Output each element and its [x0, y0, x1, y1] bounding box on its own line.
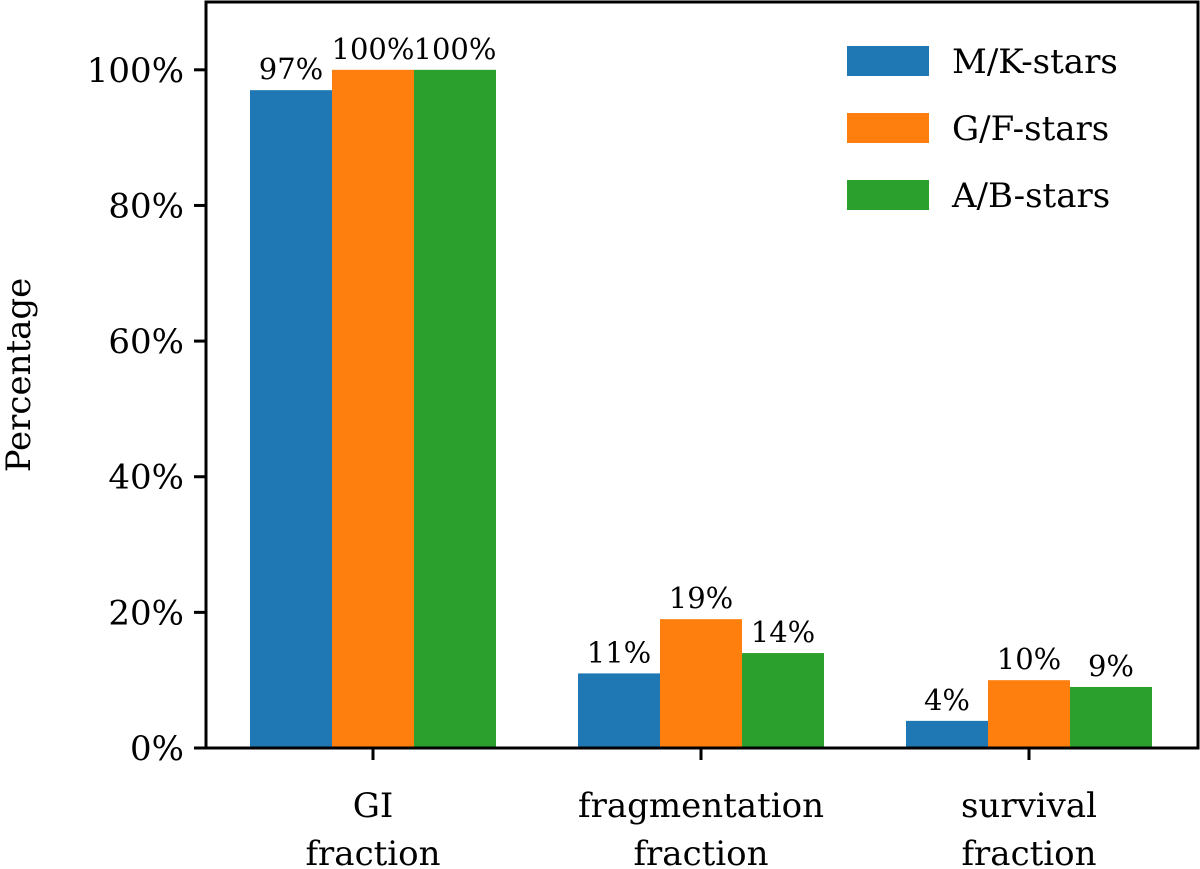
bar-a-b-stars-0 — [414, 70, 496, 748]
bar-m-k-stars-0 — [250, 90, 332, 748]
bar-g-f-stars-1 — [660, 619, 742, 748]
bar-value-label: 10% — [997, 642, 1061, 676]
legend-swatch-m-k-stars — [847, 46, 929, 76]
y-tick-label: 100% — [87, 51, 184, 91]
bar-value-label: 9% — [1088, 649, 1134, 683]
bar-value-label: 11% — [587, 635, 651, 669]
x-tick-label-line2: fraction — [633, 834, 768, 869]
bar-a-b-stars-2 — [1070, 687, 1152, 748]
x-tick-label-line1: fragmentation — [578, 786, 824, 826]
bar-value-label: 100% — [332, 32, 415, 66]
y-tick-label: 40% — [108, 458, 184, 498]
bar-value-label: 14% — [751, 615, 815, 649]
legend-swatch-g-f-stars — [847, 113, 929, 143]
legend-swatch-a-b-stars — [847, 180, 929, 210]
x-tick-label-line1: GI — [353, 786, 394, 826]
x-tick-label-line1: survival — [961, 786, 1097, 826]
x-tick-label-line2: fraction — [961, 834, 1096, 869]
x-tick-label-line2: fraction — [305, 834, 440, 869]
bar-chart: Percentage 97% 11% 4% 100% 19% 10% 100% 14% 9% 0… — [0, 0, 1200, 869]
bar-g-f-stars-0 — [332, 70, 414, 748]
bar-value-label: 100% — [414, 32, 497, 66]
y-tick-label: 20% — [108, 593, 184, 633]
bar-g-f-stars-2 — [988, 680, 1070, 748]
legend-label: A/B-stars — [951, 176, 1110, 216]
y-tick-label: 80% — [108, 186, 184, 226]
bar-value-label: 97% — [259, 52, 323, 86]
y-axis-label: Percentage — [0, 278, 39, 473]
legend-label: M/K-stars — [952, 42, 1118, 82]
bar-value-label: 4% — [924, 683, 970, 717]
bar-a-b-stars-1 — [742, 653, 824, 748]
y-tick-label: 60% — [108, 322, 184, 362]
legend-label: G/F-stars — [952, 109, 1109, 149]
bar-value-label: 19% — [669, 581, 733, 615]
bar-m-k-stars-1 — [578, 673, 660, 748]
y-tick-label: 0% — [130, 729, 184, 769]
bar-m-k-stars-2 — [906, 721, 988, 748]
